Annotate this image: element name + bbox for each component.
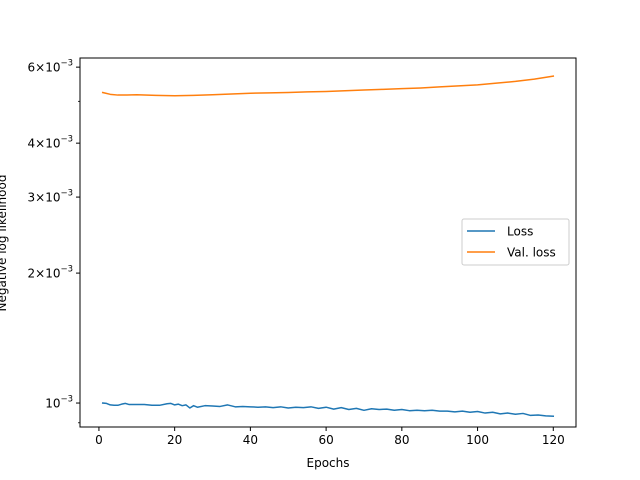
y-tick-label: 4×10−3 xyxy=(28,135,74,151)
y-axis-label: Negative log likelihood xyxy=(0,175,9,312)
legend: Loss Val. loss xyxy=(461,218,570,266)
y-tick-label: 10−3 xyxy=(45,395,73,411)
y-tick-label: 2×10−3 xyxy=(28,265,74,281)
x-tick-label: 20 xyxy=(167,433,182,447)
x-tick-label: 40 xyxy=(243,433,258,447)
y-tick-label: 3×10−3 xyxy=(28,189,74,205)
y-axis: 10−3 2×10−3 3×10−3 4×10−3 6×10−3 xyxy=(28,59,80,424)
x-tick-label: 120 xyxy=(542,433,565,447)
series-line-0 xyxy=(101,402,555,418)
legend-label-1: Val. loss xyxy=(507,246,556,260)
x-tick-label: 60 xyxy=(318,433,333,447)
y-tick-label: 6×10−3 xyxy=(28,59,74,75)
x-tick-label: 0 xyxy=(95,433,103,447)
x-tick-label: 80 xyxy=(394,433,409,447)
x-axis-label: Epochs xyxy=(307,456,350,470)
x-tick-label: 100 xyxy=(466,433,489,447)
plot-area xyxy=(79,57,577,428)
series-line-1 xyxy=(101,75,555,97)
legend-label-0: Loss xyxy=(507,225,533,239)
series-layer xyxy=(101,75,555,418)
axes-frame xyxy=(79,57,577,428)
x-axis: 0 20 40 60 80 100 120 xyxy=(95,427,565,447)
